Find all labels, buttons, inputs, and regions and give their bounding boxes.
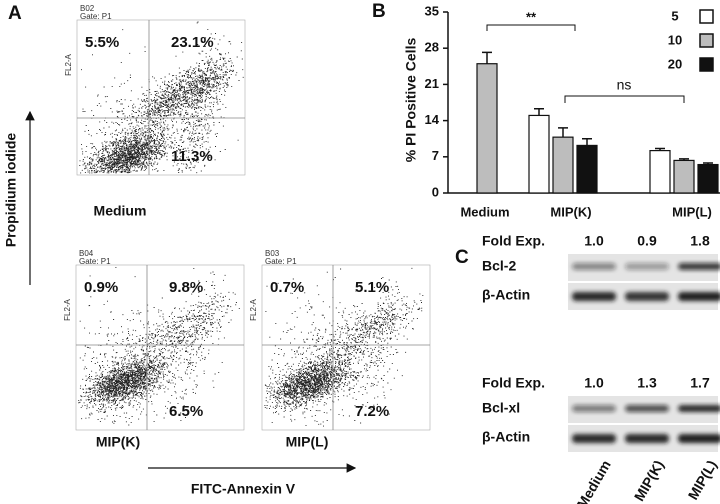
bar xyxy=(528,114,550,194)
bracket xyxy=(486,24,576,31)
sample-name: Medium xyxy=(94,203,147,219)
panel-letter: A xyxy=(8,3,22,24)
gate-label: Gate: P1 xyxy=(79,257,111,266)
sample-id: B04 xyxy=(79,249,94,258)
panel-letter: B xyxy=(372,1,386,22)
quadrant-percent: 11.3% xyxy=(171,148,213,165)
plot-frame xyxy=(261,264,431,431)
blot-band xyxy=(678,405,720,412)
fold-value: 1.3 xyxy=(637,375,657,391)
blot-band xyxy=(625,405,669,412)
x-tick-label: Medium xyxy=(460,204,509,219)
plot-frame xyxy=(75,264,245,431)
panel-letter: C xyxy=(455,247,469,268)
x-tick-label: MIP(K) xyxy=(550,204,591,219)
bar xyxy=(649,149,671,194)
quadrant-percent: 5.5% xyxy=(85,34,119,51)
fold-value: 1.7 xyxy=(690,375,710,391)
blot-label: Bcl-2 xyxy=(482,258,516,274)
blot-band xyxy=(678,434,720,443)
lane-label: MIP(K) xyxy=(631,457,667,503)
y-tick-label: 14 xyxy=(425,112,440,127)
blot-band xyxy=(625,263,669,270)
y-tick-label: 28 xyxy=(425,40,439,55)
blot-band xyxy=(678,292,720,301)
legend-label: 20 xyxy=(668,56,682,71)
axis-name: FL2-A xyxy=(63,298,72,320)
bar xyxy=(476,63,498,194)
blot-band xyxy=(625,292,669,301)
blot-label: Bcl-xl xyxy=(482,400,520,416)
error-bar xyxy=(582,137,592,146)
blot-band xyxy=(625,434,669,443)
bar xyxy=(552,136,574,194)
quadrant-percent: 6.5% xyxy=(169,403,203,420)
x-axis-label: FITC-Annexin V xyxy=(191,481,296,497)
scatter-dots xyxy=(79,21,244,174)
gate-label: Gate: P1 xyxy=(265,257,297,266)
blot-band xyxy=(678,263,720,270)
fold-value: 1.8 xyxy=(690,233,710,249)
sample-name: MIP(K) xyxy=(96,434,140,450)
bar xyxy=(576,144,598,194)
fold-value: 0.9 xyxy=(637,233,657,249)
fold-value: 1.0 xyxy=(584,375,604,391)
blot-band xyxy=(572,405,616,412)
error-bar xyxy=(558,127,568,138)
legend-label: 5 xyxy=(671,8,678,23)
y-axis-label: Propidium iodide xyxy=(3,133,19,248)
axis-name: FL2-A xyxy=(249,298,258,320)
fold-label: Fold Exp. xyxy=(482,233,545,249)
lane-label: MIP(L) xyxy=(685,457,720,502)
scatter-dots xyxy=(264,267,424,427)
y-axis-label: % PI Positive Cells xyxy=(403,38,419,163)
legend-swatch xyxy=(699,9,714,24)
fold-label: Fold Exp. xyxy=(482,375,545,391)
scatter-dots xyxy=(78,267,240,426)
legend-label: 10 xyxy=(668,32,682,47)
quadrant-percent: 7.2% xyxy=(355,403,389,420)
blot-label: β-Actin xyxy=(482,287,530,303)
sample-name: MIP(L) xyxy=(286,434,329,450)
blot-band xyxy=(572,292,616,301)
x-tick-label: MIP(L) xyxy=(672,204,712,219)
y-tick-label: 7 xyxy=(432,148,439,163)
y-tick-label: 35 xyxy=(425,3,439,18)
bar xyxy=(673,159,695,194)
plot-frame xyxy=(76,19,246,176)
quadrant-percent: 5.1% xyxy=(355,279,389,296)
annotation: ns xyxy=(617,77,632,93)
sample-id: B03 xyxy=(265,249,280,258)
error-bar xyxy=(534,107,544,116)
annotation: ** xyxy=(526,9,537,24)
quadrant-percent: 9.8% xyxy=(169,279,203,296)
quadrant-percent: 23.1% xyxy=(171,34,214,51)
lane-label: Medium xyxy=(574,457,614,504)
legend-swatch xyxy=(699,57,714,72)
blot-band xyxy=(572,263,616,270)
legend-swatch xyxy=(699,33,714,48)
quadrant-percent: 0.7% xyxy=(270,279,304,296)
fold-value: 1.0 xyxy=(584,233,604,249)
gate-label: Gate: P1 xyxy=(80,12,112,21)
sample-id: B02 xyxy=(80,4,95,13)
quadrant-percent: 0.9% xyxy=(84,279,118,296)
blot-band xyxy=(572,434,616,443)
y-tick-label: 21 xyxy=(425,76,439,91)
blot-label: β-Actin xyxy=(482,429,530,445)
y-tick-label: 0 xyxy=(432,184,439,199)
axis-name: FL2-A xyxy=(64,53,73,75)
bracket xyxy=(564,95,685,103)
error-bar xyxy=(482,51,492,64)
bar xyxy=(697,163,719,194)
